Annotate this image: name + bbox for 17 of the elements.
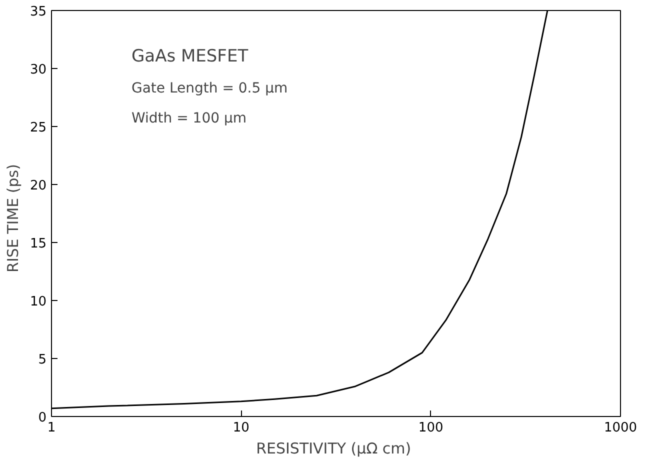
y-tick-label: 10 (30, 294, 47, 310)
x-tick-label: 1000 (604, 420, 638, 436)
annotation: Width = 100 μm (132, 110, 247, 126)
x-axis-title: RESISTIVITY (μΩ cm) (256, 440, 412, 458)
x-tick-label: 100 (418, 420, 444, 436)
y-tick-label: 25 (30, 120, 47, 136)
annotation: Gate Length = 0.5 μm (132, 80, 288, 96)
y-tick-label: 5 (38, 352, 47, 368)
y-tick-label: 15 (30, 236, 47, 252)
y-axis-title: RISE TIME (ps) (4, 164, 22, 272)
x-tick-label: 1 (47, 420, 56, 436)
y-tick-label: 0 (38, 410, 47, 426)
y-tick-label: 20 (30, 178, 47, 194)
x-tick-label: 10 (232, 420, 250, 436)
y-tick-label: 30 (30, 62, 47, 78)
annotation: GaAs MESFET (132, 46, 249, 66)
y-tick-label: 35 (30, 4, 47, 20)
